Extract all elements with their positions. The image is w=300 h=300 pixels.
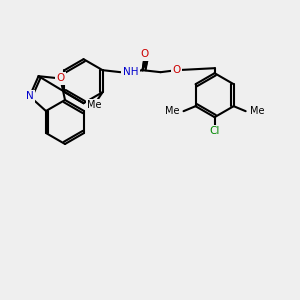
Text: NH: NH [123, 67, 138, 77]
Text: Me: Me [250, 106, 264, 116]
Text: O: O [172, 65, 181, 75]
Text: Cl: Cl [209, 126, 220, 136]
Text: O: O [56, 74, 64, 83]
Text: O: O [140, 49, 149, 59]
Text: Me: Me [165, 106, 179, 116]
Text: Me: Me [87, 100, 102, 110]
Text: N: N [26, 91, 34, 101]
